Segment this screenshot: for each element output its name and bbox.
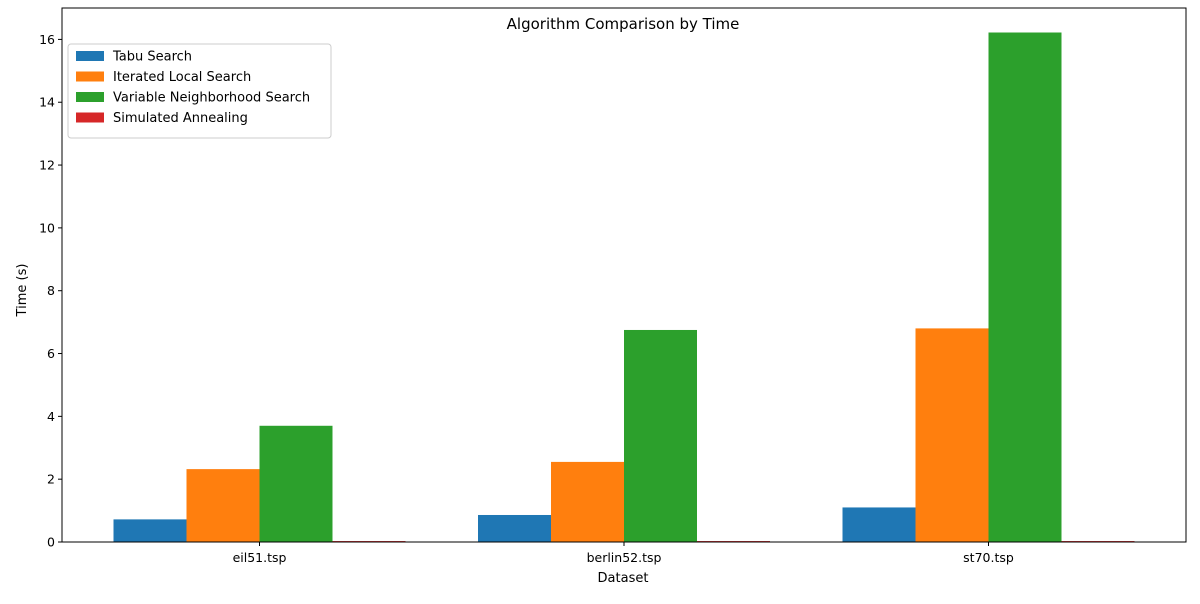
y-tick-label: 16: [39, 32, 55, 47]
y-tick-label: 8: [47, 283, 55, 298]
bar-variable-neighborhood-search-1: [624, 329, 697, 542]
bar-tabu-search-0: [113, 519, 187, 542]
bars-group: [113, 32, 1135, 543]
legend-entry: Variable Neighborhood Search: [113, 91, 310, 106]
bar-iterated-local-search-1: [551, 461, 624, 542]
y-tick-label: 12: [39, 158, 55, 173]
plot-frame: [61, 7, 1187, 543]
bar-iterated-local-search-2: [915, 328, 989, 542]
y-tick-label: 0: [47, 535, 55, 550]
y-tick-label: 2: [47, 472, 55, 487]
legend-entry: Simulated Annealing: [113, 111, 248, 126]
x-tick-label: eil51.tsp: [233, 550, 287, 565]
y-tick-label: 14: [39, 95, 55, 110]
bar-tabu-search-2: [842, 507, 916, 542]
x-axis: eil51.tsp berlin52.tsp st70.tsp: [233, 542, 1014, 565]
y-tick-label: 6: [47, 346, 55, 361]
x-tick-label: st70.tsp: [963, 550, 1014, 565]
legend-box: [67, 43, 332, 139]
y-axis-label: Time (s): [15, 264, 30, 318]
x-axis-label: Dataset: [598, 571, 649, 586]
chart-title: Algorithm Comparison by Time: [507, 15, 740, 33]
legend-swatch: [76, 112, 104, 123]
y-tick-label: 4: [47, 409, 55, 424]
legend-entry: Tabu Search: [112, 50, 192, 65]
bar-iterated-local-search-0: [186, 469, 260, 542]
bar-variable-neighborhood-search-0: [259, 425, 333, 542]
legend: Tabu Search Iterated Local Search Variable…: [67, 43, 332, 139]
bar-tabu-search-1: [478, 514, 551, 542]
legend-entry: Iterated Local Search: [113, 70, 251, 85]
legend-swatch: [76, 51, 104, 61]
x-tick-label: berlin52.tsp: [587, 550, 662, 565]
y-tick-label: 10: [39, 220, 55, 235]
y-axis: 0 2 4 6 8 10 12 14 16: [39, 32, 62, 550]
bar-variable-neighborhood-search-2: [988, 32, 1062, 543]
legend-swatch: [76, 71, 104, 82]
legend-swatch: [76, 92, 104, 102]
